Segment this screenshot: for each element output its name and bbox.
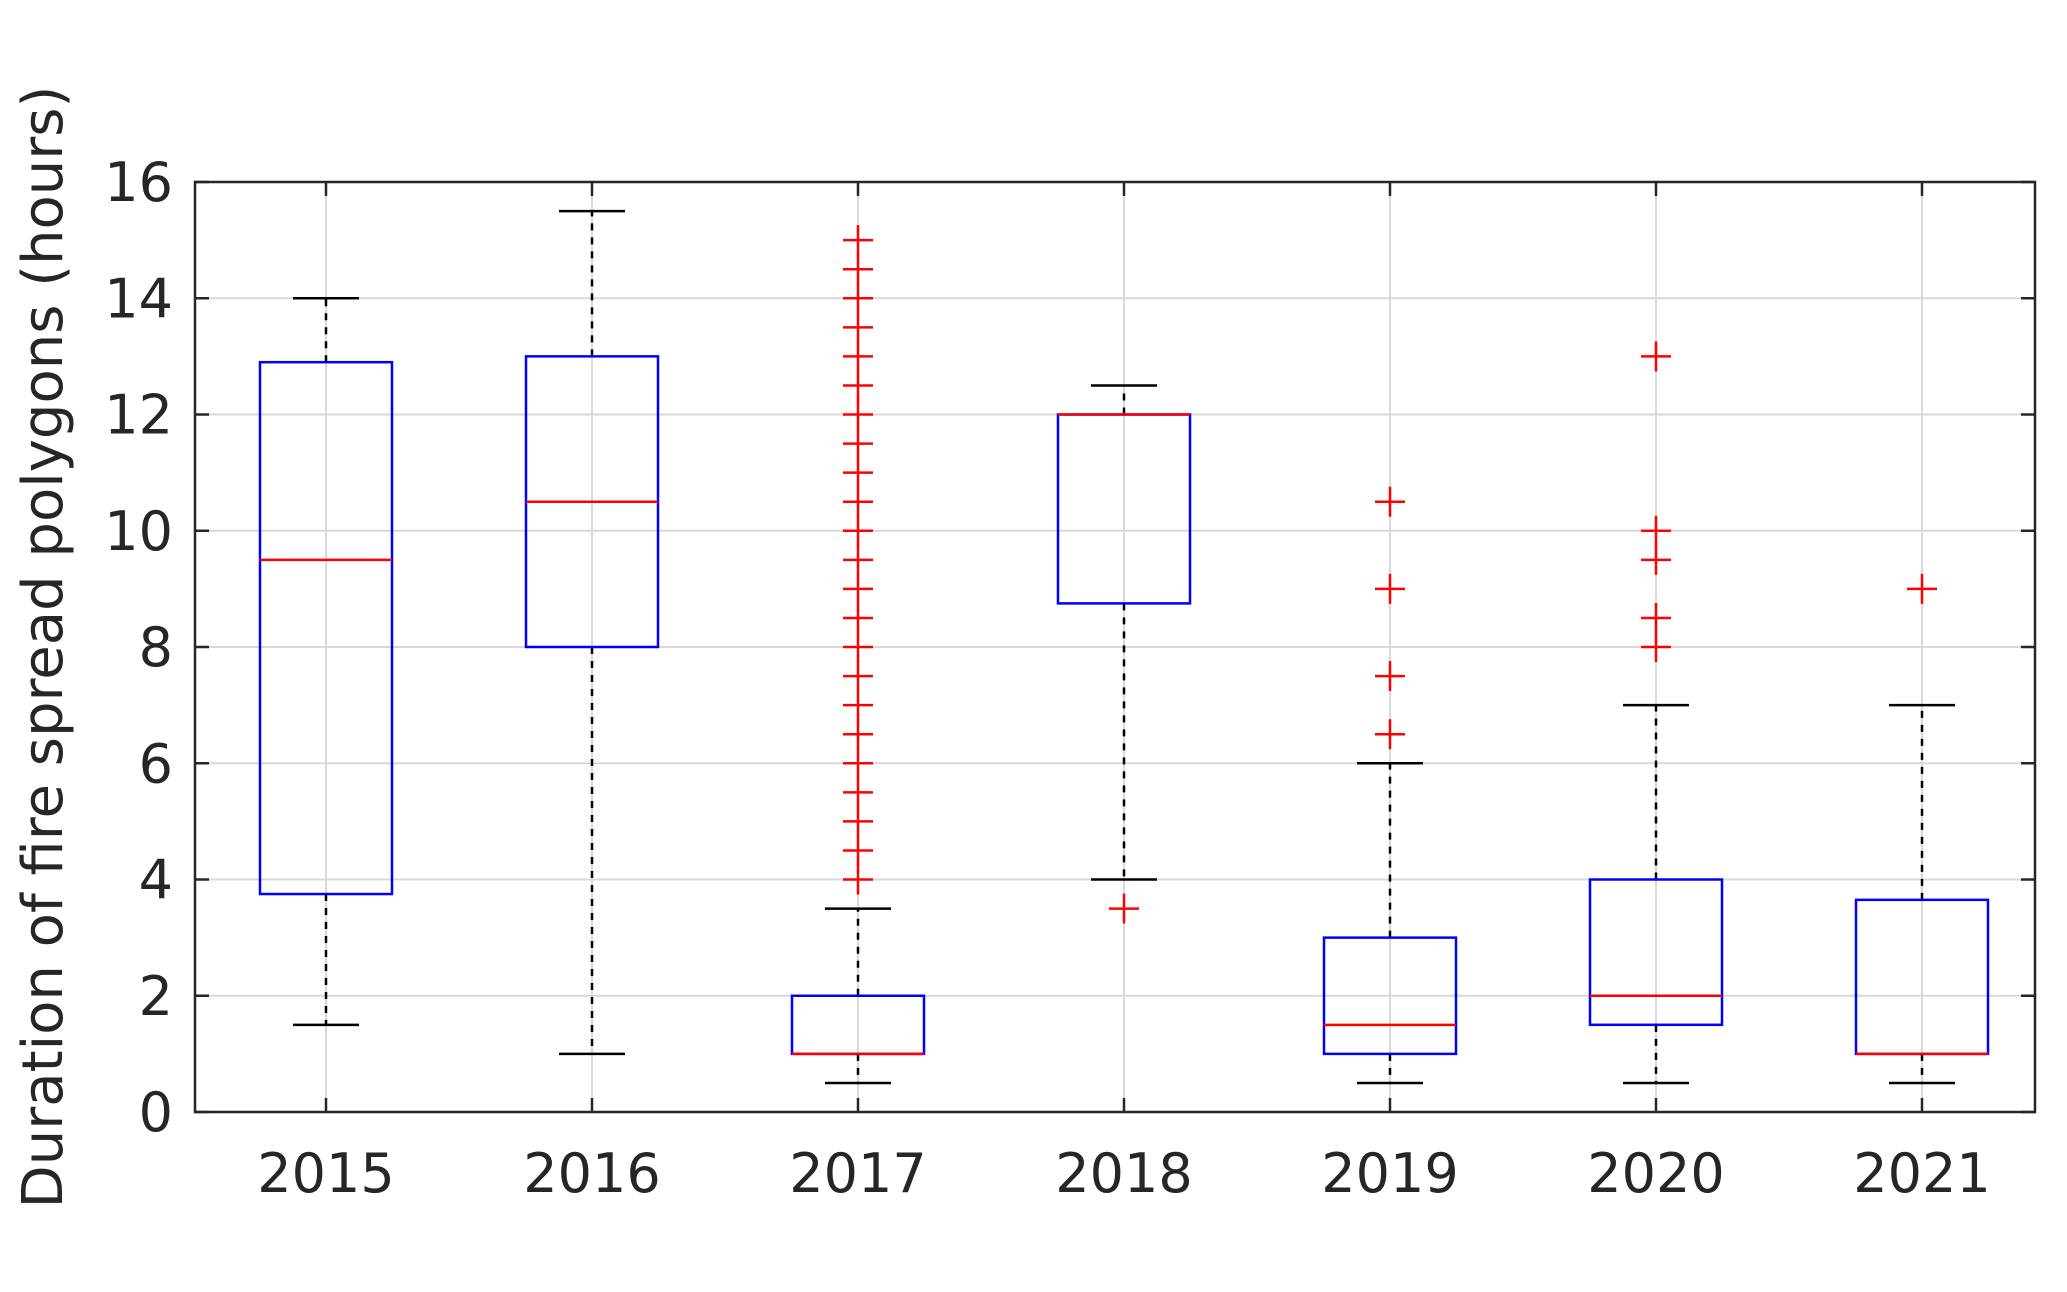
box-group-2018: [1056, 384, 1192, 924]
outlier-marker: [843, 806, 873, 837]
outlier-marker: [843, 690, 873, 721]
x-tick-label: 2016: [523, 1142, 660, 1205]
outlier-marker: [1641, 602, 1671, 633]
outlier-marker: [843, 486, 873, 517]
outlier-marker: [843, 748, 873, 779]
y-axis-label: Duration of fire spread polygons (hours): [11, 86, 76, 1209]
outlier-marker: [1375, 661, 1405, 692]
outlier-marker: [843, 225, 873, 256]
y-tick-label: 2: [139, 965, 173, 1028]
outlier-marker: [843, 457, 873, 488]
outlier-marker: [843, 312, 873, 343]
y-tick-label: 12: [104, 384, 173, 447]
outlier-marker: [1375, 573, 1405, 604]
outlier-marker: [843, 254, 873, 285]
y-tick-label: 0: [139, 1081, 173, 1144]
grid-layer: [195, 181, 2035, 1113]
outlier-marker: [843, 428, 873, 459]
outlier-marker: [843, 544, 873, 575]
box-group-2021: [1854, 573, 1990, 1085]
y-tick-label: 4: [139, 849, 173, 912]
outlier-marker: [843, 632, 873, 662]
x-tick-label: 2017: [789, 1142, 926, 1205]
tick-layer: 0 2 4 6 8 10 12 14 16 2015 2016 2017 2018 2019 2020 202…: [104, 151, 2035, 1205]
outlier-marker: [843, 341, 873, 372]
box-group-2020: [1588, 341, 1724, 1085]
outlier-marker: [843, 573, 873, 604]
outlier-marker: [1641, 341, 1671, 372]
outlier-marker: [843, 370, 873, 401]
iqr-box: [1322, 936, 1458, 1056]
x-tick-label: 2015: [257, 1142, 394, 1205]
y-tick-label: 10: [104, 500, 173, 563]
y-tick-label: 14: [104, 267, 173, 330]
outlier-marker: [1641, 632, 1671, 662]
outlier-marker: [1375, 486, 1405, 517]
outlier-marker: [843, 661, 873, 692]
outlier-marker: [843, 864, 873, 895]
iqr-box: [258, 360, 394, 896]
iqr-box: [1588, 878, 1724, 1027]
outlier-marker: [1375, 719, 1405, 750]
box-layer: [258, 209, 1990, 1085]
outlier-marker: [1109, 893, 1139, 924]
outlier-marker: [843, 777, 873, 808]
y-tick-label: 16: [104, 151, 173, 214]
box-group-2017: [790, 225, 926, 1085]
outlier-marker: [843, 719, 873, 750]
outlier-marker: [843, 515, 873, 546]
outlier-marker: [1641, 544, 1671, 575]
x-tick-label: 2019: [1321, 1142, 1458, 1205]
box-group-2019: [1322, 486, 1458, 1085]
box-group-2015: [258, 297, 394, 1027]
outlier-marker: [843, 283, 873, 314]
x-tick-label: 2020: [1587, 1142, 1724, 1205]
x-tick-label: 2021: [1853, 1142, 1990, 1205]
outlier-marker: [1907, 573, 1937, 604]
y-tick-label: 8: [139, 616, 173, 679]
x-tick-label: 2018: [1055, 1142, 1192, 1205]
y-tick-label: 6: [139, 732, 173, 795]
outlier-marker: [843, 602, 873, 633]
outlier-marker: [843, 835, 873, 866]
outlier-marker: [1641, 515, 1671, 546]
outlier-marker: [843, 399, 873, 430]
box-group-2016: [524, 209, 660, 1056]
